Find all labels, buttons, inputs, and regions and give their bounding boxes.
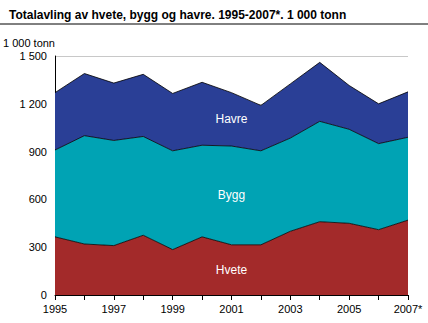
svg-text:2001: 2001 [219,303,243,315]
svg-text:Bygg: Bygg [218,188,245,202]
svg-text:1 200: 1 200 [19,98,47,110]
svg-text:1999: 1999 [160,303,184,315]
svg-text:2007*: 2007* [394,303,423,315]
svg-text:300: 300 [29,241,47,253]
svg-text:1997: 1997 [102,303,126,315]
svg-text:0: 0 [41,289,47,301]
svg-text:900: 900 [29,146,47,158]
svg-text:2003: 2003 [278,303,302,315]
svg-text:Totalavling av hvete, bygg og: Totalavling av hvete, bygg og havre. 199… [9,8,346,22]
svg-text:2005: 2005 [337,303,361,315]
svg-text:1995: 1995 [43,303,67,315]
svg-text:Havre: Havre [215,112,247,126]
svg-text:Hvete: Hvete [216,263,248,277]
svg-text:1 000 tonn: 1 000 tonn [3,37,55,49]
svg-text:600: 600 [29,193,47,205]
svg-text:1 500: 1 500 [19,50,47,62]
